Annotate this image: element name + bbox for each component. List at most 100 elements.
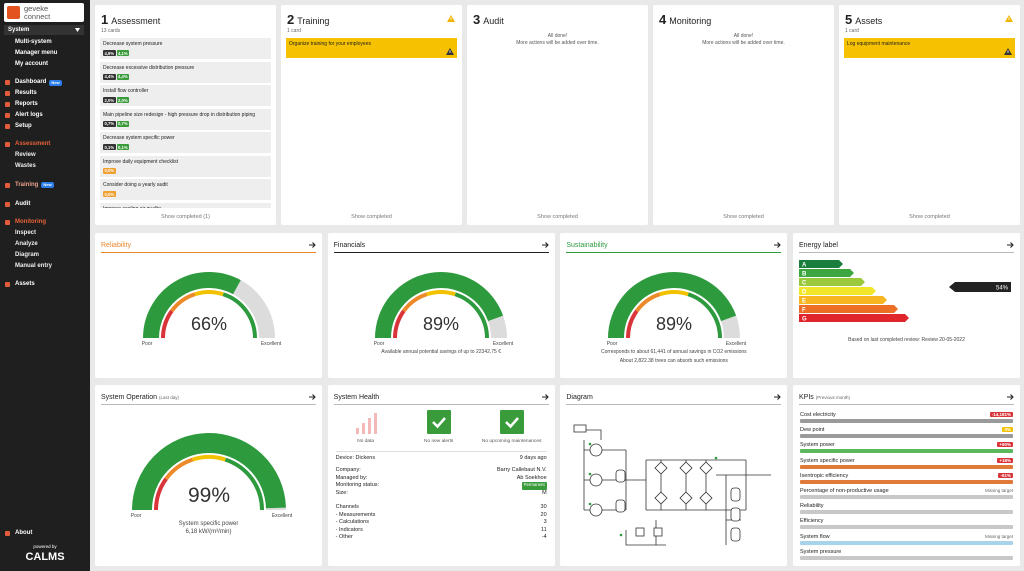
gauge-zone [191, 455, 226, 462]
system-selector[interactable]: System [4, 25, 84, 35]
nav-item[interactable]: Reports [0, 99, 90, 110]
section-item[interactable]: Monitoring [0, 217, 90, 228]
action-text: Main pipeline size redesign - high press… [103, 111, 256, 118]
kpi-row[interactable]: Dew point 0% [800, 427, 1013, 442]
arrow [774, 242, 782, 248]
sub-item[interactable]: Wastes [15, 162, 36, 169]
gauge-zone [402, 292, 428, 313]
kpi-name: System flow [800, 533, 830, 540]
menu-item[interactable]: My account [15, 60, 49, 67]
action-card[interactable]: Improve cooling air quality [100, 202, 271, 208]
kpi-name: Dew point [800, 427, 825, 434]
action-card[interactable]: Log equipment maintenance [844, 38, 1015, 58]
action-card[interactable]: Consider doing a yearly audit 0,0% [100, 179, 271, 200]
caret [75, 28, 80, 32]
open-arrow[interactable] [541, 242, 549, 248]
open-arrow[interactable] [309, 242, 316, 248]
section-item[interactable]: Audit [0, 199, 90, 210]
nav-item[interactable]: Dashboard New [0, 77, 90, 88]
check-box [426, 410, 451, 434]
action-card[interactable]: Install flow controller 2,0% 2,0% [100, 85, 271, 106]
gauge-fill [131, 433, 286, 511]
kpi-name: Isentropic efficiency [800, 472, 849, 479]
kpi-row[interactable]: Efficiency [800, 518, 1013, 533]
compressor [589, 503, 603, 517]
system-health-card: System Health No data No new alerts No upco… [327, 385, 555, 566]
open-arrow[interactable] [309, 394, 316, 400]
kpi-name: Cost electricity [800, 412, 836, 418]
open-arrow[interactable] [1007, 394, 1014, 400]
arrow [541, 394, 549, 400]
action-card[interactable]: Main pipeline size redesign - high press… [100, 108, 271, 130]
gauge-high: Excellent [726, 341, 747, 347]
section-item[interactable]: Training New [0, 180, 90, 191]
energy-marker-label: 54% [996, 286, 1009, 292]
kpi-row[interactable]: System pressure [800, 549, 1013, 564]
gauge-zone [658, 290, 689, 297]
kpi-row[interactable]: System specific power +18% [800, 457, 1013, 473]
action-card[interactable]: Decrease system specific power 0,1% 0,1% [100, 132, 271, 153]
show-completed[interactable]: Show completed [723, 214, 764, 220]
logo-line: geveke [24, 4, 49, 13]
action-text: Log equipment maintenance [847, 41, 911, 47]
kpi-row[interactable]: Reliability [800, 503, 1013, 518]
show-completed[interactable]: Show completed [537, 214, 578, 220]
gauge-zone [687, 292, 722, 339]
kpi-row[interactable]: Cost electricity -14,181% [800, 412, 1013, 427]
saving-badge: 4,4% [116, 73, 130, 80]
sub-item[interactable]: Diagram [15, 251, 40, 258]
widget-title: System Health [333, 394, 380, 401]
show-completed[interactable]: Show completed [909, 214, 950, 220]
new-badge: New [49, 79, 62, 86]
action-card[interactable]: Improve daily equipment checklist 0,0% [100, 155, 271, 177]
about-item[interactable]: About [0, 528, 90, 539]
channel-row: - Calculations 3 [336, 519, 547, 527]
energy-bar [799, 314, 909, 322]
action-card[interactable]: Decrease system pressure 4,9% 4,1% [100, 38, 271, 59]
menu-item[interactable]: Multi-system [15, 39, 52, 45]
energy-card: Energy label A B C D E F G 54% Based on last comp… [793, 233, 1020, 378]
step-number: 1 [101, 12, 109, 27]
nav-item[interactable]: Setup [0, 121, 90, 132]
info-row: Managed by: Ab Soekhoe [336, 475, 547, 483]
action-card[interactable]: Decrease excessive distribution pressure… [100, 61, 271, 83]
message-line: More actions will be added over time. [516, 39, 599, 46]
saving-badge: 4,1% [116, 50, 130, 56]
nav-item[interactable]: Alert logs [0, 110, 90, 121]
icon [499, 410, 524, 434]
channel-row: Channels 30 [336, 504, 547, 512]
menu-item[interactable]: Manager menu [15, 49, 58, 56]
section-item[interactable]: Assessment [0, 139, 90, 150]
channel-count: 20 [540, 511, 547, 518]
kpi-row[interactable]: Percentage of non-productive usage Missin… [800, 488, 1013, 503]
nav-item[interactable]: Results [0, 88, 90, 99]
open-arrow[interactable] [774, 394, 782, 400]
open-arrow[interactable] [1007, 242, 1014, 248]
show-completed[interactable]: Show completed (1) [161, 214, 210, 220]
energy-bar [799, 296, 887, 304]
sub-item[interactable]: Analyze [15, 240, 38, 247]
show-completed[interactable]: Show completed [351, 214, 392, 220]
sub-item[interactable]: Inspect [15, 230, 37, 237]
check [431, 417, 446, 429]
channel-count: 11 [540, 526, 547, 533]
open-arrow[interactable] [774, 242, 782, 248]
kpi-row[interactable]: System power +60% [800, 442, 1013, 457]
sub-item[interactable]: Manual entry [15, 262, 53, 269]
kpi-row[interactable]: System flow Missing target [800, 534, 1013, 549]
badges: 0,0% [103, 191, 268, 197]
nav: Multi-system Manager menu My account Dashbo… [0, 37, 90, 290]
open-arrow[interactable] [541, 394, 549, 400]
section-item[interactable]: Assets [0, 279, 90, 290]
info-value: M [542, 489, 547, 496]
tank [615, 499, 626, 513]
logo: geveke connect [4, 3, 84, 22]
status-label: No upcoming maintenances [481, 439, 542, 444]
action-card[interactable]: Organize training for your employees [286, 38, 457, 58]
action-text: Improve daily equipment checklist [103, 158, 179, 165]
check-box [499, 410, 524, 434]
kpi-row[interactable]: Isentropic efficiency -61% [800, 472, 1013, 488]
sensor [715, 456, 718, 460]
sub-item[interactable]: Review [15, 152, 36, 159]
